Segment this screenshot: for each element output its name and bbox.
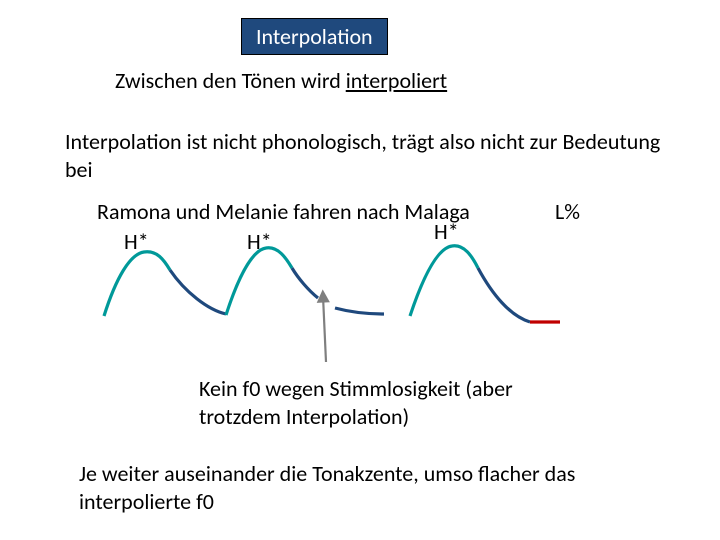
peak-1 xyxy=(104,252,170,316)
interp-2a xyxy=(292,268,318,298)
pitch-contour-diagram xyxy=(0,0,720,540)
annotation-arrow xyxy=(323,296,326,362)
interp-1 xyxy=(170,270,226,314)
peak-2 xyxy=(226,248,292,315)
interp-2b xyxy=(335,308,384,314)
peak-3 xyxy=(410,246,478,316)
interp-3 xyxy=(478,268,530,322)
